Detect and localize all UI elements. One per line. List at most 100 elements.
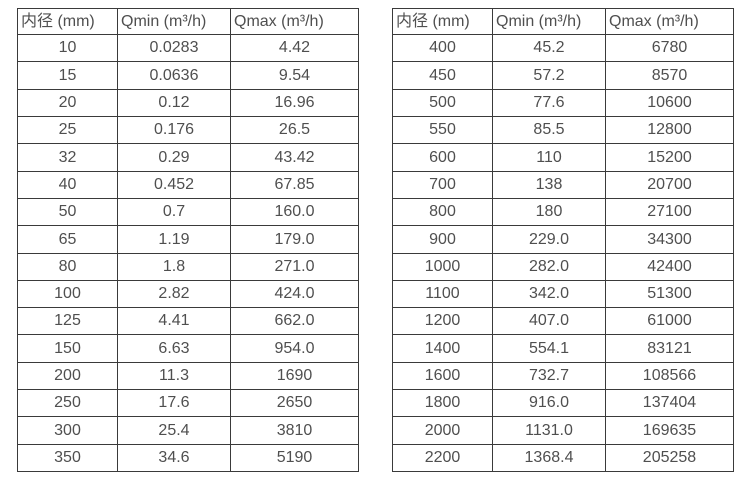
cell-qmax: 179.0	[230, 225, 359, 254]
cell-qmax: 10600	[605, 88, 734, 117]
table-row: 25 0.176 26.5	[17, 115, 359, 145]
cell-qmin: 57.2	[492, 61, 606, 90]
cell-qmin: 25.4	[117, 416, 231, 445]
cell-qmax: 6780	[605, 33, 734, 63]
cell-diameter: 1800	[392, 389, 493, 418]
cell-qmax: 137404	[605, 389, 734, 418]
table-row: 600 110 15200	[392, 143, 734, 172]
cell-diameter: 10	[17, 33, 118, 63]
cell-qmax: 20700	[605, 170, 734, 199]
cell-qmax: 4.42	[230, 33, 359, 63]
table-row: 50 0.7 160.0	[17, 197, 359, 227]
cell-qmin: 916.0	[492, 389, 606, 418]
table-row: 80 1.8 271.0	[17, 252, 359, 281]
cell-diameter: 65	[17, 225, 118, 254]
cell-diameter: 15	[17, 61, 118, 90]
table-header-row: 内径 (mm) Qmin (m³/h) Qmax (m³/h)	[392, 8, 734, 35]
cell-qmax: 205258	[605, 443, 734, 473]
table-row: 40 0.452 67.85	[17, 170, 359, 199]
cell-qmax: 83121	[605, 334, 734, 363]
table-row: 550 85.5 12800	[392, 115, 734, 145]
cell-qmin: 1.19	[117, 225, 231, 254]
cell-diameter: 450	[392, 61, 493, 90]
cell-qmin: 1.8	[117, 252, 231, 281]
cell-qmax: 169635	[605, 416, 734, 445]
cell-diameter: 1600	[392, 361, 493, 391]
header-qmin: Qmin (m³/h)	[117, 8, 231, 35]
cell-diameter: 400	[392, 33, 493, 63]
cell-qmax: 3810	[230, 416, 359, 445]
table-row: 1400 554.1 83121	[392, 334, 734, 363]
flow-spec-table-small-diameters: 内径 (mm) Qmin (m³/h) Qmax (m³/h) 10 0.0283…	[17, 8, 359, 473]
table-row: 2000 1131.0 169635	[392, 416, 734, 445]
cell-diameter: 1100	[392, 279, 493, 309]
table-row: 100 2.82 424.0	[17, 279, 359, 309]
cell-qmin: 342.0	[492, 279, 606, 309]
cell-qmax: 15200	[605, 143, 734, 172]
table-row: 2200 1368.4 205258	[392, 443, 734, 473]
cell-diameter: 20	[17, 88, 118, 117]
cell-qmin: 138	[492, 170, 606, 199]
cell-qmin: 2.82	[117, 279, 231, 309]
table-row: 450 57.2 8570	[392, 61, 734, 90]
cell-diameter: 40	[17, 170, 118, 199]
cell-diameter: 300	[17, 416, 118, 445]
cell-qmax: 61000	[605, 307, 734, 336]
table-row: 900 229.0 34300	[392, 225, 734, 254]
header-qmax: Qmax (m³/h)	[605, 8, 734, 35]
cell-diameter: 200	[17, 361, 118, 391]
cell-qmin: 0.0283	[117, 33, 231, 63]
cell-qmin: 407.0	[492, 307, 606, 336]
cell-qmin: 85.5	[492, 115, 606, 145]
table-row: 125 4.41 662.0	[17, 307, 359, 336]
cell-diameter: 700	[392, 170, 493, 199]
cell-qmax: 5190	[230, 443, 359, 473]
cell-diameter: 550	[392, 115, 493, 145]
table-header-row: 内径 (mm) Qmin (m³/h) Qmax (m³/h)	[17, 8, 359, 35]
cell-qmin: 732.7	[492, 361, 606, 391]
cell-qmax: 27100	[605, 197, 734, 227]
table-body: 400 45.2 6780 450 57.2 8570 500 77.6 10600 550 85.…	[392, 33, 734, 473]
cell-qmin: 1131.0	[492, 416, 606, 445]
table-row: 1800 916.0 137404	[392, 389, 734, 418]
cell-qmin: 1368.4	[492, 443, 606, 473]
cell-qmax: 9.54	[230, 61, 359, 90]
cell-qmax: 160.0	[230, 197, 359, 227]
table-row: 800 180 27100	[392, 197, 734, 227]
header-diameter: 内径 (mm)	[17, 8, 118, 35]
table-row: 15 0.0636 9.54	[17, 61, 359, 90]
cell-qmax: 954.0	[230, 334, 359, 363]
cell-qmax: 34300	[605, 225, 734, 254]
cell-diameter: 800	[392, 197, 493, 227]
header-qmax: Qmax (m³/h)	[230, 8, 359, 35]
cell-qmax: 662.0	[230, 307, 359, 336]
cell-diameter: 250	[17, 389, 118, 418]
cell-diameter: 80	[17, 252, 118, 281]
cell-qmax: 67.85	[230, 170, 359, 199]
cell-diameter: 2000	[392, 416, 493, 445]
cell-qmin: 0.7	[117, 197, 231, 227]
cell-diameter: 32	[17, 143, 118, 172]
table-row: 1600 732.7 108566	[392, 361, 734, 391]
cell-diameter: 50	[17, 197, 118, 227]
table-row: 1200 407.0 61000	[392, 307, 734, 336]
cell-qmax: 8570	[605, 61, 734, 90]
table-row: 700 138 20700	[392, 170, 734, 199]
cell-qmin: 6.63	[117, 334, 231, 363]
cell-diameter: 100	[17, 279, 118, 309]
cell-qmin: 554.1	[492, 334, 606, 363]
table-row: 65 1.19 179.0	[17, 225, 359, 254]
table-row: 300 25.4 3810	[17, 416, 359, 445]
table-row: 150 6.63 954.0	[17, 334, 359, 363]
cell-diameter: 25	[17, 115, 118, 145]
table-body: 10 0.0283 4.42 15 0.0636 9.54 20 0.12 16.96 25 0.1…	[17, 33, 359, 473]
cell-qmax: 42400	[605, 252, 734, 281]
cell-qmax: 16.96	[230, 88, 359, 117]
table-row: 1000 282.0 42400	[392, 252, 734, 281]
cell-diameter: 1400	[392, 334, 493, 363]
cell-diameter: 350	[17, 443, 118, 473]
cell-qmax: 12800	[605, 115, 734, 145]
cell-diameter: 600	[392, 143, 493, 172]
cell-qmax: 43.42	[230, 143, 359, 172]
cell-qmin: 0.29	[117, 143, 231, 172]
